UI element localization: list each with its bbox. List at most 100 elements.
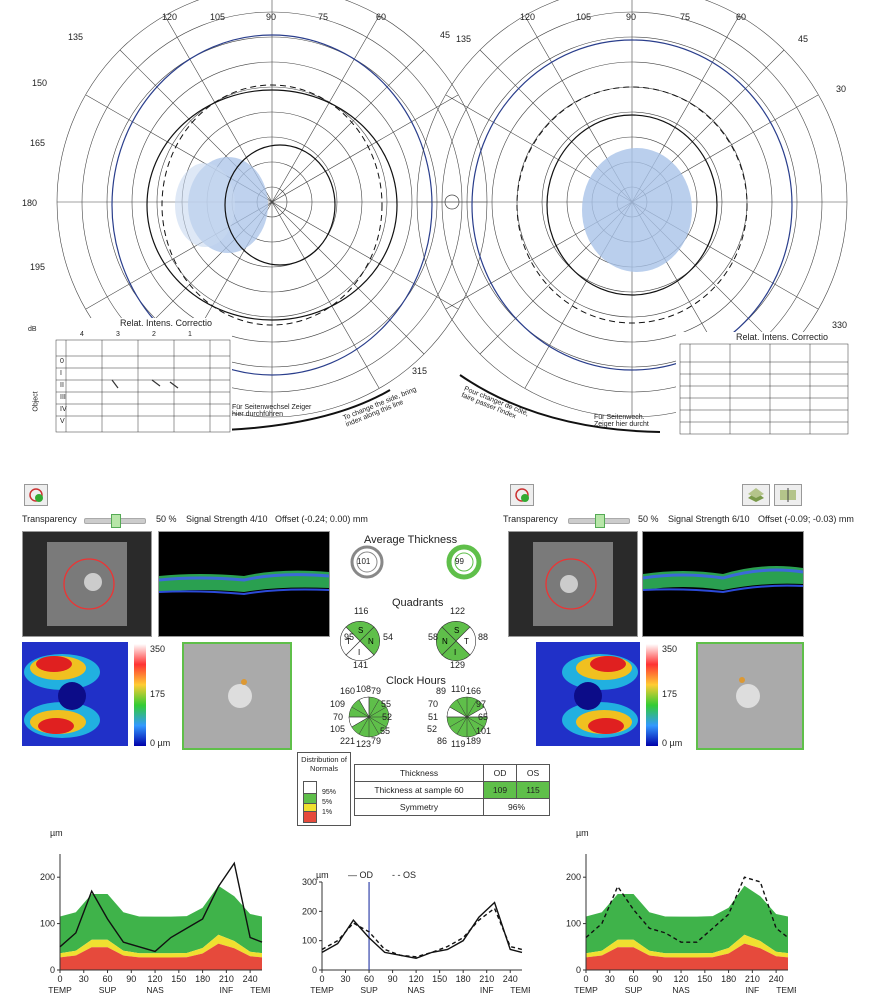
visual-field-charts [56,0,848,433]
slider-thumb[interactable] [111,514,121,528]
angle-label: 75 [318,12,329,22]
x-tick-label: 60 [364,974,374,984]
x-tick-label: 210 [219,974,234,984]
left-arrow-arc [224,389,391,431]
x-region-label: INF [480,985,494,995]
x-region-label: SUP [625,985,643,995]
fundus-image-od[interactable] [22,531,152,637]
angle-label: 45 [440,30,451,40]
x-tick-label: 30 [79,974,89,984]
row-label: II [60,382,64,389]
avg-thickness-title: Average Thickness [364,534,458,546]
od-clock-value: 221 [340,736,356,746]
x-tick-label: 90 [652,974,662,984]
x-tick-label: 240 [503,974,518,984]
od-clock-value: 55 [380,726,391,736]
y-unit: µm [50,828,63,838]
y-tick-label: 200 [40,872,55,882]
signal-strength: Signal Strength 6/10 [668,514,750,524]
transparency-slider[interactable] [568,514,630,528]
x-tick-label: 180 [721,974,736,984]
distribution-legend: Distribution of Normals 95% 5% 1% [297,752,351,826]
legend-swatch-red [303,811,317,823]
os-quadrant-i: 129 [450,660,466,670]
table-title: Relat. Intens. Correctio [736,332,829,342]
x-tick-label: 60 [629,974,639,984]
overlay-graphic [228,679,252,708]
x-region-label: TEMP [310,985,334,995]
oct-bscan-od[interactable] [158,531,330,637]
fundus-overlay-os[interactable] [696,642,804,750]
scale-mid: 175 [150,689,166,699]
x-region-label: NAS [146,985,164,995]
x-tick-label: 0 [57,974,62,984]
right-scotoma [471,39,793,371]
bscan-graphic [159,570,329,596]
oct-bscan-os[interactable] [642,531,804,637]
thickness-map-od[interactable] [22,642,128,746]
col-number: 3 [116,331,120,338]
bscan-graphic [643,566,803,594]
x-tick-label: 60 [103,974,113,984]
transparency-value: 50 % [638,514,659,524]
col-number: 2 [152,331,156,338]
optic-disc-tool-button[interactable] [24,484,48,506]
quadrants-title: Quadrants [392,597,444,609]
angle-label: 165 [30,138,46,148]
fundus-overlay-od[interactable] [182,642,292,750]
angle-label: 150 [32,78,48,88]
svg-text:I: I [454,648,456,657]
y-tick-label: 0 [576,965,581,975]
series-line-OD [321,901,523,959]
x-tick-label: 180 [195,974,210,984]
row-label: III [60,394,66,401]
avg-thickness-os: 99 [455,557,464,566]
od-quadrant-s: 116 [354,606,369,616]
x-region-label: SUP [360,985,378,995]
caption-de: Für Seitenwechsel Zeiger hier durchführe… [232,404,312,418]
os-quadrant-t: 88 [478,632,489,642]
transparency-label: Transparency [22,514,77,524]
x-region-label: INF [746,985,760,995]
normal-band-green [60,885,262,954]
os-clock-value: 51 [428,712,439,722]
angle-label: 90 [266,12,277,22]
od-clock-value: 55 [381,699,392,709]
thickness-map-graphic [22,642,128,746]
table-grid [679,343,849,435]
thickness-map-os[interactable] [536,642,640,746]
x-region-label: TEMP [574,985,598,995]
angle-label: 60 [736,12,747,22]
thickness-colorbar [646,644,658,746]
angle-label: 105 [210,12,226,22]
normal-band-green [586,885,788,954]
svg-text:S: S [454,626,459,635]
os-clock-value: 70 [428,699,439,709]
thickness-table: Thickness OD OS Thickness at sample 60 1… [354,764,550,816]
fundus-image-os[interactable] [508,531,638,637]
svg-text:S: S [358,626,363,635]
svg-text:T: T [346,637,351,646]
os-clock-value: 89 [436,686,447,696]
slider-thumb[interactable] [595,514,605,528]
layers-button[interactable] [742,484,770,506]
y-tick-label: 200 [302,906,317,916]
offset-value: Offset (-0.24; 0.00) mm [275,514,368,524]
x-tick-label: 210 [745,974,760,984]
avg-thickness-od: 101 [357,557,371,566]
transparency-slider[interactable] [84,514,146,528]
series-line-1 [585,876,789,943]
angle-label: 60 [376,12,387,22]
od-quadrant-i: 141 [353,660,369,670]
object-label: Object [32,391,40,412]
left-intensity-table: Relat. Intens. Correctio dB 4 3 2 1 0 I … [20,318,232,436]
angle-label: 75 [680,12,691,22]
transparency-label: Transparency [503,514,558,524]
scale-min: 0 µm [150,738,171,748]
compare-button[interactable] [774,484,802,506]
x-tick-label: 90 [388,974,398,984]
fundus-graphic [47,542,127,626]
optic-disc-tool-button[interactable] [510,484,534,506]
legend-label: 1% [322,809,333,816]
